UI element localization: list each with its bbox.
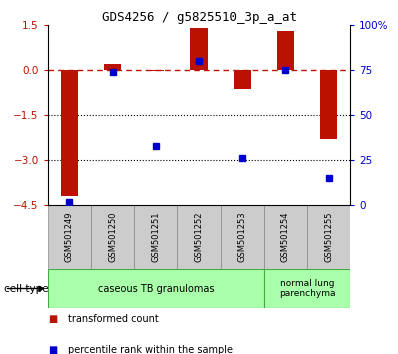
Text: caseous TB granulomas: caseous TB granulomas (98, 284, 214, 293)
Text: GSM501250: GSM501250 (108, 212, 117, 262)
Bar (104, 64, 121, 70)
Text: ■: ■ (48, 314, 57, 324)
Bar (48, 205, 91, 269)
Text: percentile rank within the sample: percentile rank within the sample (68, 346, 233, 354)
Text: GSM501251: GSM501251 (151, 212, 160, 262)
Bar (264, 205, 307, 269)
Bar (190, 28, 208, 70)
Text: cell type: cell type (4, 284, 49, 293)
Bar (220, 205, 264, 269)
Bar (147, 70, 164, 72)
Bar (307, 205, 350, 269)
Bar (234, 70, 251, 90)
Bar (91, 205, 134, 269)
Text: normal lung
parenchyma: normal lung parenchyma (279, 279, 335, 298)
Title: GDS4256 / g5825510_3p_a_at: GDS4256 / g5825510_3p_a_at (101, 11, 297, 24)
Bar (48, 269, 264, 308)
Bar (61, 70, 78, 196)
Text: GSM501255: GSM501255 (324, 212, 333, 262)
Bar (277, 31, 294, 70)
Bar (178, 205, 220, 269)
Bar (264, 269, 350, 308)
Bar (134, 205, 178, 269)
Text: GSM501254: GSM501254 (281, 212, 290, 262)
Text: GSM501252: GSM501252 (195, 212, 203, 262)
Text: GSM501253: GSM501253 (238, 212, 247, 263)
Text: GSM501249: GSM501249 (65, 212, 74, 262)
Text: transformed count: transformed count (68, 314, 158, 324)
Text: ■: ■ (48, 346, 57, 354)
Bar (320, 70, 337, 139)
